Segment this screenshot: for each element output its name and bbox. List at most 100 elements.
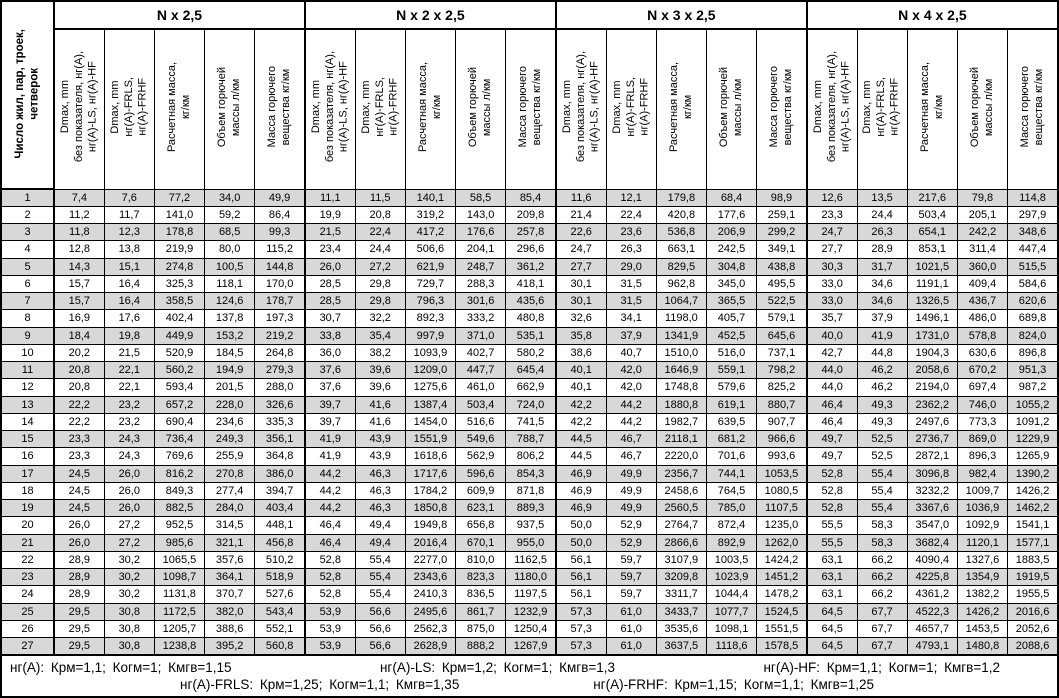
data-cell: 447,4 bbox=[1007, 240, 1059, 259]
data-cell: 645,4 bbox=[505, 360, 557, 380]
data-cell: 31,5 bbox=[605, 291, 657, 311]
data-cell: 46,7 bbox=[605, 429, 657, 449]
data-cell: 578,8 bbox=[956, 326, 1009, 345]
row-number: 26 bbox=[0, 619, 55, 639]
data-cell: 409,4 bbox=[956, 274, 1009, 294]
data-cell: 321,1 bbox=[204, 533, 256, 552]
data-cell: 2194,0 bbox=[906, 378, 958, 397]
table-row: 21 26,0 27,2 985,6 321,1 456,8 46,4 49,4 2016,4 6… bbox=[0, 533, 1059, 552]
data-cell: 1748,8 bbox=[655, 378, 707, 397]
data-cell: 39,6 bbox=[354, 378, 406, 397]
data-cell: 23,2 bbox=[103, 395, 155, 414]
column-header-label: Расчетная масса, кг/км bbox=[918, 61, 945, 152]
data-cell: 28,9 bbox=[52, 567, 105, 587]
data-cell: 1480,8 bbox=[956, 637, 1009, 656]
data-cell: 4225,8 bbox=[906, 567, 958, 587]
column-header: Объем горючей массы л/км bbox=[204, 28, 256, 190]
data-cell: 1949,8 bbox=[404, 516, 457, 535]
table-row: 12 20,8 22,1 593,4 201,5 288,0 37,6 39,6 1275,6 4… bbox=[0, 378, 1059, 397]
data-cell: 49,7 bbox=[805, 429, 858, 449]
data-cell: 326,6 bbox=[254, 395, 306, 414]
data-cell: 26,0 bbox=[103, 464, 155, 483]
data-cell: 1426,2 bbox=[956, 602, 1009, 621]
data-cell: 137,8 bbox=[204, 309, 256, 328]
data-cell: 46,4 bbox=[303, 516, 356, 535]
data-cell: 68,4 bbox=[705, 188, 758, 207]
data-cell: 30,8 bbox=[103, 619, 155, 639]
data-cell: 115,2 bbox=[254, 240, 306, 259]
table-row: 9 18,4 19,8 449,9 153,2 219,2 33,8 35,4 997,9 371… bbox=[0, 326, 1059, 345]
group-header-nx25: N x 2,5 bbox=[53, 0, 306, 30]
data-cell: 46,4 bbox=[303, 533, 356, 552]
data-cell: 44,2 bbox=[605, 412, 657, 432]
data-cell: 1262,0 bbox=[756, 533, 808, 552]
data-cell: 314,5 bbox=[204, 516, 256, 535]
data-cell: 264,8 bbox=[254, 343, 306, 363]
data-cell: 46,7 bbox=[605, 447, 657, 466]
data-cell: 656,8 bbox=[454, 516, 507, 535]
data-cell: 896,8 bbox=[1007, 343, 1059, 363]
data-cell: 364,1 bbox=[204, 567, 256, 587]
data-cell: 311,4 bbox=[956, 240, 1009, 259]
data-cell: 1424,2 bbox=[756, 550, 808, 570]
data-cell: 1120,1 bbox=[956, 533, 1009, 552]
data-cell: 44,0 bbox=[805, 360, 858, 380]
data-cell: 2058,6 bbox=[906, 360, 958, 380]
data-cell: 461,0 bbox=[454, 378, 507, 397]
data-cell: 98,9 bbox=[756, 188, 808, 207]
data-cell: 46,9 bbox=[554, 481, 607, 501]
data-cell: 41,9 bbox=[303, 429, 356, 449]
data-cell: 23,3 bbox=[52, 447, 105, 466]
data-cell: 53,9 bbox=[303, 637, 356, 656]
data-cell: 1451,2 bbox=[756, 567, 808, 587]
table-header: Число жил, пар, троек, четверок N x 2,5 … bbox=[0, 0, 1059, 190]
data-cell: 56,1 bbox=[554, 585, 607, 604]
data-cell: 993,6 bbox=[756, 447, 808, 466]
data-cell: 2736,7 bbox=[906, 429, 958, 449]
data-cell: 30,7 bbox=[303, 309, 356, 328]
data-cell: 319,2 bbox=[404, 205, 457, 225]
data-cell: 888,2 bbox=[454, 637, 507, 656]
data-cell: 2497,6 bbox=[906, 412, 958, 432]
table-row: 19 24,5 26,0 882,5 284,0 403,4 44,2 46,3 1850,8 6… bbox=[0, 498, 1059, 518]
data-cell: 861,7 bbox=[454, 602, 507, 621]
coeff-ng-a-hf: нг(А)-HF: Крм=1,1; Когм=1; Кмгв=1,2 bbox=[763, 659, 1000, 675]
column-header: Масса горючего вещества кг/км bbox=[756, 28, 808, 190]
data-cell: 178,7 bbox=[254, 291, 306, 311]
data-cell: 663,1 bbox=[655, 240, 707, 259]
data-cell: 480,8 bbox=[505, 309, 557, 328]
data-cell: 27,7 bbox=[805, 240, 858, 259]
data-cell: 58,3 bbox=[856, 516, 908, 535]
data-cell: 42,2 bbox=[554, 412, 607, 432]
data-cell: 1044,4 bbox=[705, 585, 758, 604]
group-header-nx4x25: N x 4 x 2,5 bbox=[805, 0, 1059, 30]
data-cell: 681,2 bbox=[705, 429, 758, 449]
data-cell: 36,0 bbox=[303, 343, 356, 363]
data-cell: 56,6 bbox=[354, 637, 406, 656]
data-cell: 15,7 bbox=[52, 291, 105, 311]
column-header: Dmax, mm без показателя, нг(А), нг(А)-LS… bbox=[52, 28, 105, 190]
data-cell: 27,2 bbox=[103, 516, 155, 535]
data-cell: 724,0 bbox=[505, 395, 557, 414]
data-cell: 40,0 bbox=[805, 326, 858, 345]
data-cell: 987,2 bbox=[1007, 378, 1059, 397]
data-cell: 559,1 bbox=[705, 360, 758, 380]
data-cell: 66,2 bbox=[856, 550, 908, 570]
data-cell: 882,5 bbox=[153, 498, 206, 518]
data-cell: 26,0 bbox=[52, 533, 105, 552]
data-cell: 32,2 bbox=[354, 309, 406, 328]
data-cell: 785,0 bbox=[705, 498, 758, 518]
data-cell: 58,3 bbox=[856, 533, 908, 552]
data-cell: 937,5 bbox=[505, 516, 557, 535]
data-cell: 360,0 bbox=[956, 257, 1009, 276]
data-cell: 23,4 bbox=[303, 240, 356, 259]
data-cell: 348,6 bbox=[1007, 222, 1059, 242]
data-cell: 486,0 bbox=[956, 309, 1009, 328]
data-cell: 875,0 bbox=[454, 619, 507, 639]
row-number: 11 bbox=[0, 360, 55, 380]
data-cell: 86,4 bbox=[254, 205, 306, 225]
data-cell: 279,3 bbox=[254, 360, 306, 380]
row-number: 3 bbox=[0, 222, 55, 242]
data-cell: 20,8 bbox=[52, 378, 105, 397]
row-number: 18 bbox=[0, 481, 55, 501]
